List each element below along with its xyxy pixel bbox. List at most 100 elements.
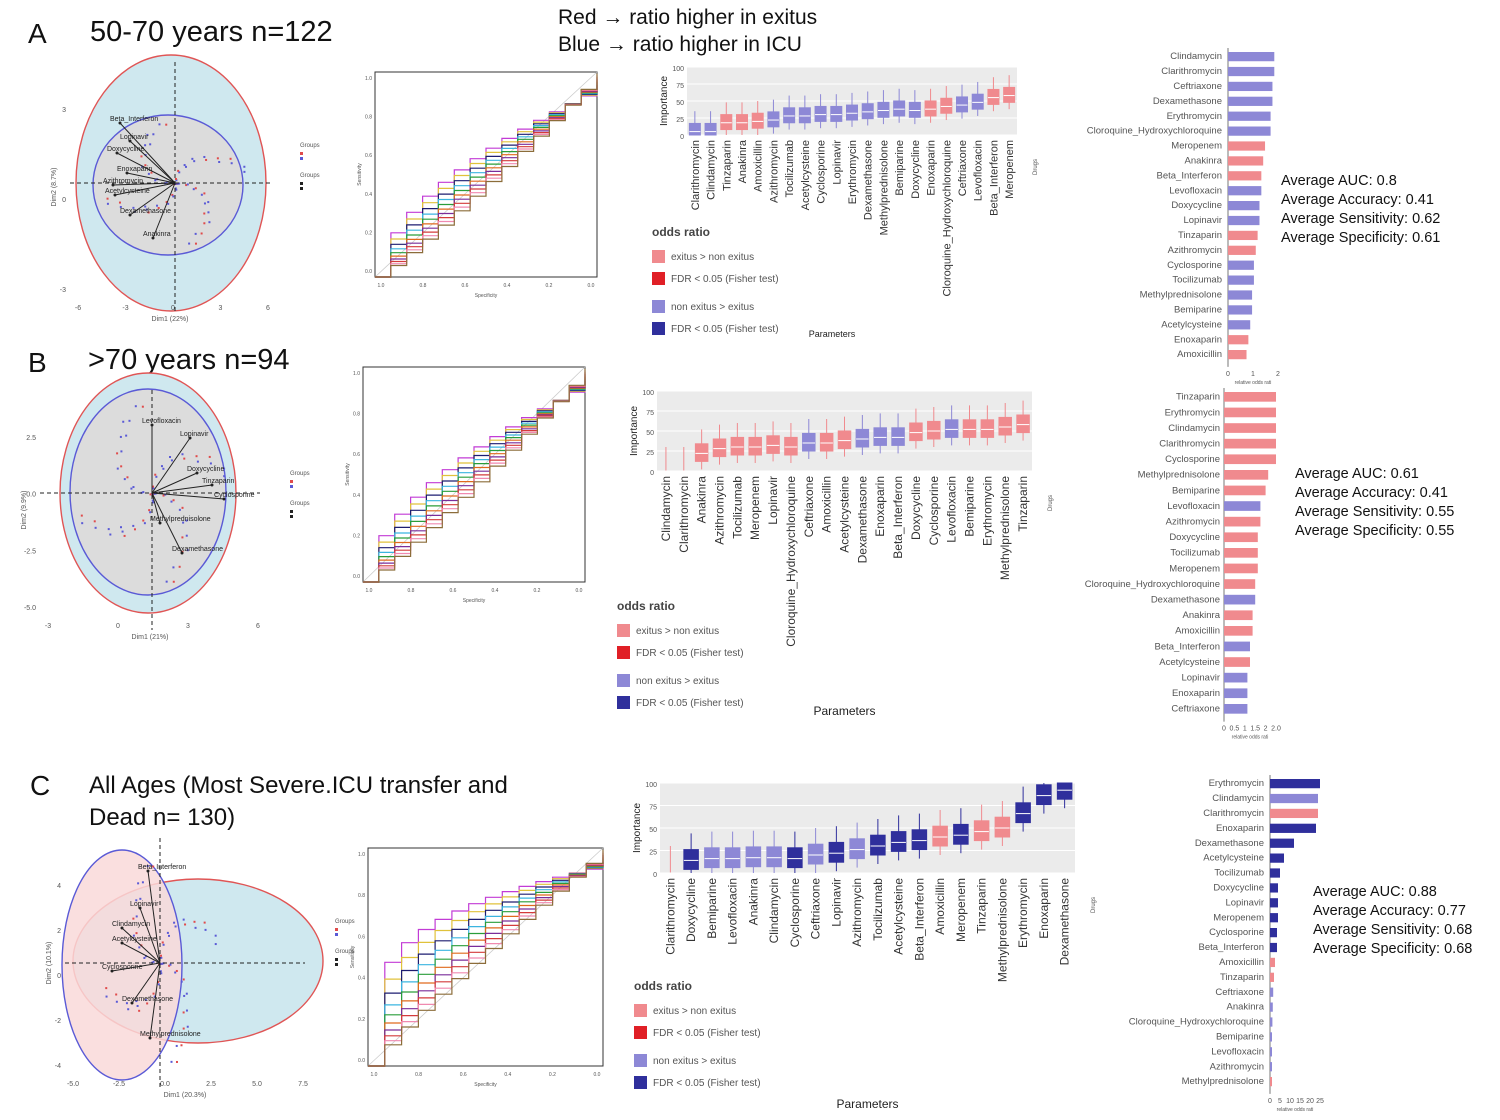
- box: [1056, 782, 1073, 800]
- y-axis-label: Importance: [632, 803, 643, 853]
- odds-bar: [1270, 868, 1280, 878]
- x-tick-label: Lopinavir: [831, 140, 843, 185]
- x-axis-label: Specificity: [474, 1082, 497, 1088]
- legend-swatch: [634, 1054, 647, 1067]
- legend-label: non exitus > exitus: [653, 1056, 736, 1067]
- pca-point: [120, 465, 123, 468]
- loading-arrow: [126, 172, 176, 184]
- x-tick-label: 0: [1226, 371, 1230, 378]
- pca-point: [147, 172, 150, 175]
- odds-bar: [1228, 186, 1262, 196]
- drug-label: Ceftriaxone: [1215, 987, 1264, 998]
- pca-point: [169, 963, 172, 966]
- y-tick-label: -5.0: [24, 605, 36, 612]
- pca-point: [152, 960, 155, 963]
- x-tick-label: 1.0: [366, 588, 373, 594]
- x-tick-label: 0.5: [1230, 726, 1240, 733]
- odds-bar: [1270, 928, 1277, 938]
- pca-point: [180, 980, 183, 983]
- arrow-head: [138, 906, 142, 910]
- x-tick-label: 0.8: [420, 283, 427, 289]
- pca-point: [146, 864, 149, 867]
- pca-point: [185, 1009, 188, 1012]
- x-tick-label: 0.2: [546, 283, 553, 289]
- x-tick-label: Tinzaparin: [975, 878, 989, 934]
- drug-label: Cloroquine_Hydroxychloroquine: [1129, 1017, 1264, 1028]
- box: [767, 111, 780, 128]
- pca-point: [243, 170, 246, 173]
- x-tick-label: 0.6: [462, 283, 469, 289]
- arrow-head: [128, 139, 132, 143]
- x-tick-label: Levofloxacin: [973, 140, 985, 201]
- odds-bar: [1228, 275, 1254, 285]
- metric-sensitivity: Average Sensitivity: 0.68: [1313, 922, 1473, 938]
- pca-point: [127, 1008, 130, 1011]
- pca-point: [138, 946, 141, 949]
- pca-point: [175, 179, 178, 182]
- x-tick-label: 5: [1278, 1098, 1282, 1105]
- x-tick-label: Tocilizumab: [871, 878, 885, 941]
- x-axis-label: Parameters: [836, 1097, 898, 1111]
- arrow-head: [115, 151, 119, 155]
- loading-arrow: [147, 870, 161, 964]
- pca-point: [109, 533, 112, 536]
- odds-bar: [1224, 516, 1261, 527]
- box: [766, 435, 780, 454]
- x-tick-label: Dexamethasone: [855, 476, 869, 564]
- pca-point: [182, 1011, 185, 1014]
- x-tick-label: Erythromycin: [1016, 878, 1030, 948]
- pca-point: [157, 207, 160, 210]
- x-tick-label: Clindamycin: [659, 476, 673, 541]
- loading-arrow: [139, 907, 161, 964]
- x-tick-label: Beta_Interferon: [912, 878, 926, 961]
- odds-bar: [1224, 704, 1248, 714]
- y-tick-label: 75: [646, 410, 654, 417]
- drug-label: Amoxicillin: [1219, 957, 1264, 968]
- legend-label: non exitus > exitus: [636, 676, 719, 687]
- y-axis-label: Sensitivity: [350, 945, 356, 968]
- drug-label: Ceftriaxone: [1173, 81, 1222, 92]
- drug-label: Methylprednisolone: [1182, 1076, 1264, 1087]
- pca-point: [180, 1044, 183, 1047]
- legend-swatch: [634, 1076, 647, 1089]
- pca-point: [144, 164, 147, 167]
- pca-point: [174, 971, 177, 974]
- x-axis-label: Dim1 (20.3%): [164, 1092, 207, 1099]
- pca-point: [185, 519, 188, 522]
- y-tick-label: 100: [672, 66, 684, 73]
- pca-point: [172, 566, 175, 569]
- metric-sensitivity: Average Sensitivity: 0.55: [1295, 504, 1455, 520]
- x-tick-label: Beta_Interferon: [988, 140, 1000, 216]
- odds-bar: [1228, 96, 1273, 106]
- odds-bar: [1228, 335, 1249, 345]
- box: [798, 107, 811, 124]
- x-tick-label: Acetylcysteine: [892, 878, 906, 955]
- pca-point: [200, 232, 203, 235]
- x-tick-label: Bemiparine: [894, 140, 906, 196]
- x-tick-label: Azithromycin: [713, 476, 727, 545]
- y-tick-label: -3: [60, 287, 66, 294]
- drug-label: Anakinra: [1183, 610, 1221, 621]
- drug-label: Clarithromycin: [1159, 438, 1220, 449]
- box: [802, 432, 816, 452]
- drug-label: Tocilizumab: [1214, 868, 1264, 879]
- y-tick-label: 2: [57, 928, 61, 935]
- y-tick-label: 1.0: [365, 76, 372, 82]
- odds-bar: [1270, 1077, 1272, 1087]
- pca-point: [132, 524, 135, 527]
- pca-point: [132, 486, 135, 489]
- box: [927, 420, 941, 440]
- box: [911, 829, 928, 851]
- pca-point: [135, 899, 138, 902]
- pca-point: [135, 1000, 138, 1003]
- pca-point: [193, 160, 196, 163]
- pca-point: [141, 405, 144, 408]
- box: [870, 834, 886, 856]
- arrow-head: [195, 471, 199, 475]
- drug-label: Enoxaparin: [1174, 334, 1222, 345]
- drug-label: Meropenem: [1171, 141, 1222, 152]
- x-tick-label: 0.4: [504, 283, 511, 289]
- loading-label: Azithromycin: [103, 178, 143, 185]
- odds-bar: [1228, 215, 1260, 226]
- box: [704, 847, 720, 869]
